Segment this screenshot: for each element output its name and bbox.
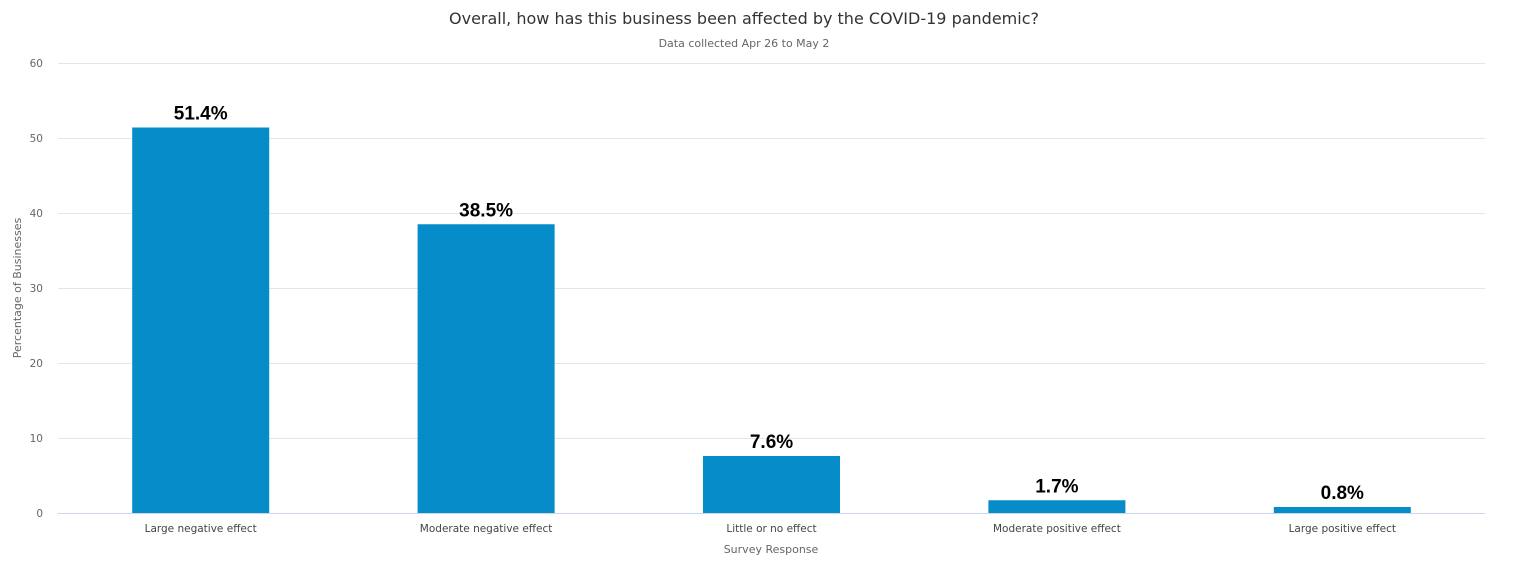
y-tick-label: 10 [30, 433, 43, 445]
data-labels: 51.4% 38.5% 7.6% 1.7% 0.8% [174, 104, 1364, 505]
bar [1273, 507, 1411, 513]
chart-subtitle: Data collected Apr 26 to May 2 [659, 37, 830, 50]
data-label: 51.4% [174, 104, 228, 125]
bar [988, 500, 1126, 513]
x-tick-label: Moderate negative effect [420, 523, 553, 535]
x-axis-title: Survey Response [724, 543, 819, 556]
y-tick-label: 40 [30, 208, 43, 220]
y-tick-label: 30 [30, 283, 43, 295]
y-axis-ticks: 0 10 20 30 40 50 60 [30, 58, 43, 520]
x-axis-categories: Large negative effect Moderate negative e… [145, 523, 1396, 535]
bar [703, 456, 840, 513]
bar [132, 127, 270, 513]
bar [417, 224, 555, 513]
x-tick-label: Large positive effect [1289, 523, 1396, 535]
y-tick-label: 60 [30, 58, 43, 70]
y-tick-label: 50 [30, 133, 43, 145]
x-tick-label: Large negative effect [145, 523, 257, 535]
x-tick-label: Little or no effect [726, 523, 816, 535]
y-axis-title: Percentage of Businesses [11, 217, 24, 358]
gridlines [58, 63, 1485, 439]
data-label: 38.5% [459, 200, 513, 221]
data-label: 7.6% [750, 432, 793, 453]
y-tick-label: 20 [30, 358, 43, 370]
bars [132, 127, 1411, 513]
x-tick-label: Moderate positive effect [993, 523, 1121, 535]
y-tick-label: 0 [36, 508, 43, 520]
data-label: 0.8% [1321, 483, 1364, 504]
data-label: 1.7% [1035, 476, 1078, 497]
chart-title: Overall, how has this business been affe… [449, 9, 1039, 28]
